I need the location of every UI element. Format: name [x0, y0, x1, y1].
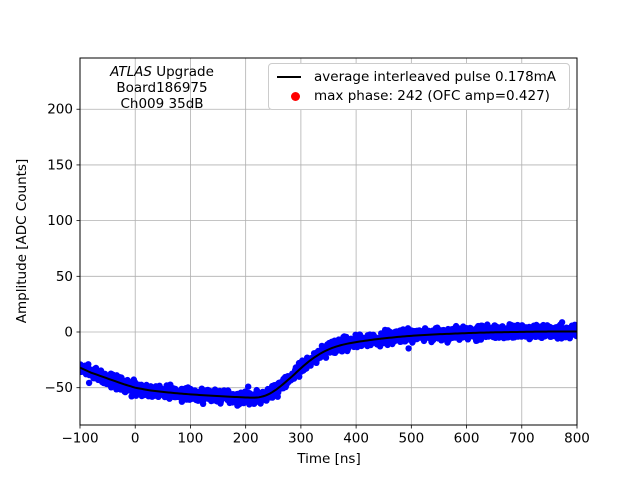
x-tick-label: −100 — [61, 431, 98, 447]
scatter-point — [322, 354, 330, 361]
plot-border — [79, 57, 578, 426]
y-tick-label: 200 — [47, 102, 73, 118]
grid-lines — [79, 58, 578, 425]
legend-entry-max-phase: max phase: 242 (OFC amp=0.427) — [276, 87, 561, 107]
annotation-text: ATLAS Upgrade Board186975 Ch009 35dB — [110, 64, 214, 112]
x-tick-label: 800 — [564, 431, 590, 447]
average-pulse-line — [80, 330, 577, 399]
annotation-upgrade: Upgrade — [151, 64, 214, 80]
annotation-line-2: Board186975 — [116, 80, 208, 96]
x-tick-label: 300 — [288, 431, 314, 447]
y-tick-label: 100 — [47, 213, 73, 229]
legend-box: average interleaved pulse 0.178mA max ph… — [268, 63, 570, 110]
annotation-line-1: ATLAS Upgrade — [110, 64, 214, 80]
x-tick-label: 500 — [398, 431, 424, 447]
legend-entry-average-pulse: average interleaved pulse 0.178mA — [276, 67, 561, 87]
y-tick-label: −50 — [45, 380, 74, 396]
x-tick-label: 0 — [131, 431, 140, 447]
y-tick-label: 0 — [64, 324, 73, 340]
x-tick-label: 100 — [178, 431, 204, 447]
line-sample-icon — [277, 75, 301, 78]
tick-labels: −100 0 100 200 300 400 500 600 700 800 −50 0 50 100 15… — [45, 102, 590, 447]
red-dot-icon — [291, 91, 300, 101]
x-tick-label: 600 — [454, 431, 480, 447]
x-tick-label: 400 — [343, 431, 369, 447]
scatter-point — [573, 332, 577, 340]
legend-label-average-pulse: average interleaved pulse 0.178mA — [314, 68, 557, 85]
annotation-experiment: ATLAS — [110, 64, 152, 80]
y-tick-label: 50 — [56, 269, 73, 285]
legend-swatch — [276, 91, 314, 101]
y-axis-label: Amplitude [ADC Counts] — [14, 158, 30, 324]
scatter-point — [405, 345, 412, 352]
y-tick-label: 150 — [47, 157, 73, 173]
scatter-point — [296, 373, 303, 380]
x-tick-label: 700 — [509, 431, 535, 447]
annotation-line-3: Ch009 35dB — [120, 96, 204, 112]
x-axis-label: Time [ns] — [297, 451, 361, 467]
scatter-point — [245, 383, 252, 390]
legend-swatch — [276, 75, 314, 78]
x-tick-label: 200 — [233, 431, 259, 447]
scatter-point — [558, 319, 566, 326]
tick-marks — [76, 108, 578, 429]
legend-label-max-phase: max phase: 242 (OFC amp=0.427) — [314, 88, 550, 105]
scatter-point — [85, 379, 93, 387]
